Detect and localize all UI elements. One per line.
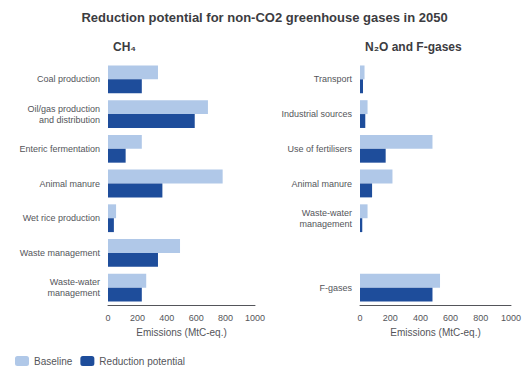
svg-text:Waste-water: Waste-water	[50, 277, 100, 287]
svg-text:Reduction potential for non-CO: Reduction potential for non-CO2 greenhou…	[81, 10, 447, 25]
svg-text:600: 600	[189, 313, 204, 323]
svg-text:200: 200	[383, 313, 398, 323]
svg-text:Use of fertilisers: Use of fertilisers	[287, 144, 352, 154]
svg-text:Emissions (MtC-eq.): Emissions (MtC-eq.)	[136, 327, 227, 338]
svg-text:800: 800	[218, 313, 233, 323]
svg-text:1000: 1000	[245, 313, 265, 323]
svg-text:Industrial sources: Industrial sources	[281, 109, 352, 119]
svg-text:600: 600	[443, 313, 458, 323]
svg-text:CH₄: CH₄	[113, 40, 136, 54]
svg-text:200: 200	[130, 313, 145, 323]
svg-text:Waste management: Waste management	[20, 248, 101, 258]
svg-text:management: management	[299, 219, 352, 229]
svg-text:0: 0	[357, 313, 362, 323]
svg-text:400: 400	[159, 313, 174, 323]
svg-text:N₂O and F-gases: N₂O and F-gases	[365, 40, 462, 54]
svg-text:Coal production: Coal production	[37, 74, 100, 84]
svg-text:Oil/gas production: Oil/gas production	[27, 104, 100, 114]
svg-text:Baseline: Baseline	[34, 356, 73, 367]
svg-text:Animal manure: Animal manure	[291, 179, 352, 189]
svg-text:Wet rice production: Wet rice production	[23, 213, 100, 223]
svg-text:F-gases: F-gases	[319, 283, 352, 293]
svg-text:800: 800	[473, 313, 488, 323]
svg-text:400: 400	[413, 313, 428, 323]
svg-text:and distribution: and distribution	[39, 115, 100, 125]
svg-text:Transport: Transport	[314, 74, 353, 84]
svg-text:0: 0	[105, 313, 110, 323]
svg-text:Waste-water: Waste-water	[302, 208, 352, 218]
svg-text:Reduction potential: Reduction potential	[99, 356, 185, 367]
svg-text:1000: 1000	[501, 313, 521, 323]
svg-text:Animal manure: Animal manure	[39, 179, 100, 189]
svg-text:management: management	[47, 288, 100, 298]
svg-text:Emissions (MtC-eq.): Emissions (MtC-eq.)	[390, 327, 481, 338]
svg-text:Enteric fermentation: Enteric fermentation	[19, 144, 100, 154]
